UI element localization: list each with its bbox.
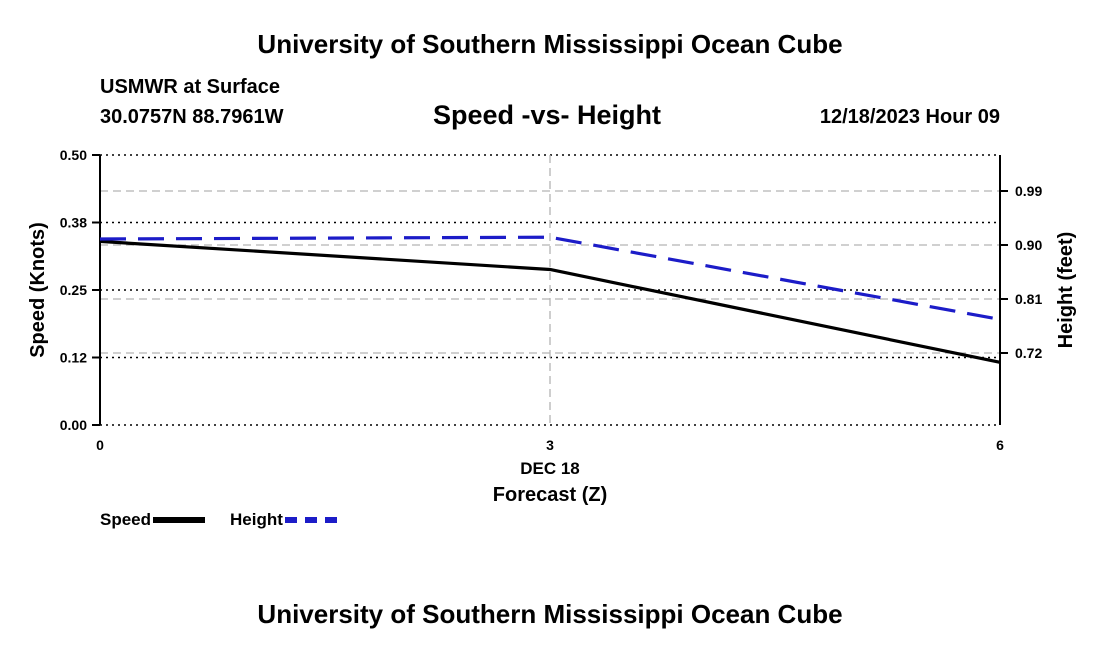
legend-height: Height: [230, 509, 337, 531]
y-axis-title-right: Height (feet): [1055, 232, 1077, 349]
x-axis-title: Forecast (Z): [493, 484, 607, 506]
right-tick-label-3: 0.99: [1015, 183, 1042, 199]
left-tick-label-3: 0.38: [60, 215, 87, 231]
forecast-datetime: 12/18/2023 Hour 09: [819, 106, 1000, 128]
legend-speed-swatch: [153, 517, 206, 523]
left-tick-label-1: 0.12: [60, 350, 87, 366]
chart-main-title: University of Southern Mississippi Ocean…: [257, 29, 843, 59]
legend-height-label: Height: [230, 510, 283, 529]
x-tick-label-0: 0: [96, 437, 104, 453]
left-tick-label-0: 0.00: [60, 417, 87, 433]
x-tick-label-1: 3: [546, 437, 554, 453]
right-tick-label-1: 0.81: [1015, 291, 1042, 307]
legend-height-swatch: [284, 517, 337, 523]
station-label: USMWR at Surface: [100, 76, 281, 98]
left-tick-label-2: 0.25: [60, 282, 87, 298]
left-tick-label-4: 0.50: [60, 147, 87, 163]
right-tick-label-2: 0.90: [1015, 237, 1042, 253]
right-tick-label-0: 0.72: [1015, 345, 1042, 361]
legend-speed-label: Speed: [100, 510, 152, 529]
legend-speed: Speed: [100, 509, 206, 531]
y-axis-title-left: Speed (Knots): [27, 222, 49, 358]
series-line-speed: [99, 239, 1001, 364]
x-date-label: DEC 18: [520, 459, 580, 478]
footer-title: University of Southern Mississippi Ocean…: [257, 599, 843, 629]
x-tick-label-2: 6: [996, 437, 1004, 453]
coordinates-label: 30.0757N 88.7961W: [100, 106, 284, 128]
chart-subtitle: Speed -vs- Height: [433, 100, 662, 130]
